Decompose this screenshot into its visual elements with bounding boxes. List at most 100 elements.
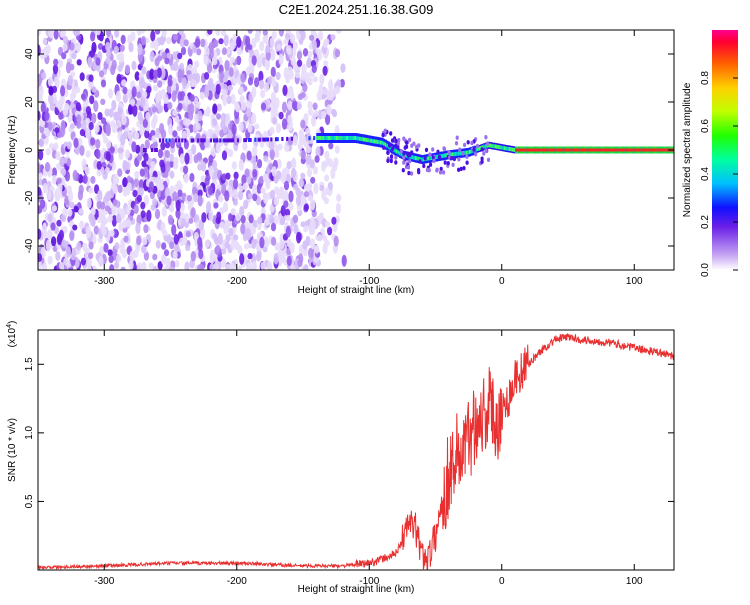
heatmap-cell	[613, 148, 616, 152]
heatmap-cell	[424, 147, 429, 153]
heatmap-cell	[285, 225, 291, 238]
heatmap-cell	[267, 76, 273, 85]
heatmap-cell	[124, 64, 131, 75]
heatmap-cell	[150, 161, 156, 169]
heatmap-cell	[402, 155, 406, 160]
heatmap-cell	[607, 148, 610, 152]
heatmap-cell	[252, 145, 258, 157]
heatmap-cell	[149, 41, 156, 49]
heatmap-cell	[442, 146, 446, 151]
heatmap-cell	[60, 214, 66, 223]
heatmap-cell	[108, 108, 114, 118]
heatmap-cell	[239, 253, 245, 265]
heatmap-cell	[478, 146, 481, 151]
heatmap-cell	[508, 147, 511, 151]
heatmap-cell	[49, 101, 55, 112]
heatmap-cell	[365, 137, 368, 142]
heatmap-cell	[69, 201, 75, 209]
heatmap-cell	[324, 221, 331, 228]
heatmap-cell	[163, 97, 169, 104]
heatmap-cell	[157, 148, 164, 159]
heatmap-cell	[174, 244, 180, 252]
heatmap-cell	[274, 144, 280, 153]
heatmap-cell	[124, 161, 130, 170]
heatmap-cell	[410, 143, 414, 148]
heatmap-cell	[218, 195, 224, 203]
heatmap-cell	[165, 138, 168, 143]
heatmap-cell	[79, 129, 85, 137]
heatmap-cell	[406, 151, 410, 157]
heatmap-cell	[44, 127, 50, 137]
heatmap-cell	[95, 149, 101, 160]
heatmap-cell	[297, 259, 303, 268]
heatmap-cell	[181, 130, 187, 140]
heatmap-cell	[302, 83, 308, 93]
heatmap-cell	[273, 215, 279, 225]
heatmap-cell	[201, 212, 207, 223]
heatmap-cell	[46, 190, 52, 201]
heatmap-cell	[308, 247, 314, 259]
heatmap-cell	[283, 200, 289, 208]
heatmap-cell	[454, 152, 457, 156]
heatmap-cell	[85, 106, 91, 115]
heatmap-cell	[483, 144, 486, 149]
heatmap-cell	[321, 189, 327, 201]
heatmap-cell	[340, 63, 346, 73]
heatmap-cell	[429, 156, 432, 161]
heatmap-cell	[450, 155, 454, 161]
heatmap-cell	[443, 160, 447, 165]
heatmap-cell	[166, 195, 172, 206]
heatmap-cell	[523, 148, 526, 152]
heatmap-cell	[232, 199, 239, 206]
heatmap-cell	[199, 91, 205, 100]
heatmap-cell	[273, 196, 279, 206]
heatmap-cell	[484, 148, 488, 153]
heatmap-cell	[362, 137, 365, 142]
heatmap-cell	[239, 205, 245, 217]
heatmap-cell	[305, 153, 312, 165]
heatmap-cell	[543, 148, 546, 152]
heatmap-cell	[47, 213, 53, 223]
heatmap-cell	[151, 106, 158, 113]
heatmap-cell	[581, 148, 584, 152]
heatmap-cell	[411, 155, 414, 160]
heatmap-cell	[286, 238, 292, 248]
heatmap-cell	[109, 146, 115, 153]
heatmap-cell	[292, 134, 298, 146]
heatmap-cell	[323, 161, 329, 168]
heatmap-cell	[41, 72, 47, 80]
heatmap-cell	[315, 146, 321, 158]
heatmap-cell	[212, 57, 218, 66]
heatmap-cell	[229, 56, 236, 64]
heatmap-cell	[38, 30, 42, 36]
heatmap-cell	[333, 235, 339, 247]
heatmap-cell	[51, 167, 58, 178]
heatmap-cell	[432, 158, 436, 164]
heatmap-cell	[49, 185, 55, 193]
heatmap-cell	[546, 148, 550, 152]
heatmap-cell	[330, 34, 336, 41]
heatmap-cell	[428, 152, 432, 157]
heatmap-cell	[263, 192, 269, 204]
heatmap-cell	[378, 140, 381, 145]
heatmap-cell	[333, 136, 336, 140]
heatmap-cell	[97, 216, 103, 223]
heatmap-cell	[210, 146, 216, 158]
heatmap-cell	[405, 140, 409, 145]
heatmap-cell	[293, 224, 299, 235]
heatmap-cell	[341, 136, 344, 140]
heatmap-cell	[160, 162, 166, 173]
heatmap-cell	[104, 108, 110, 117]
heatmap-cell	[200, 38, 206, 48]
heatmap-cell	[228, 67, 234, 77]
heatmap-cell	[154, 148, 157, 152]
heatmap-cell	[195, 101, 201, 108]
heatmap-cell	[273, 252, 279, 265]
heatmap-cell	[664, 148, 667, 152]
heatmap-cell	[222, 125, 228, 134]
heatmap-cell	[238, 86, 244, 94]
spectrogram-ylabel: Frequency (Hz)	[7, 116, 18, 185]
heatmap-cell	[85, 226, 92, 239]
heatmap-cell	[178, 138, 181, 143]
heatmap-cell	[386, 158, 390, 163]
